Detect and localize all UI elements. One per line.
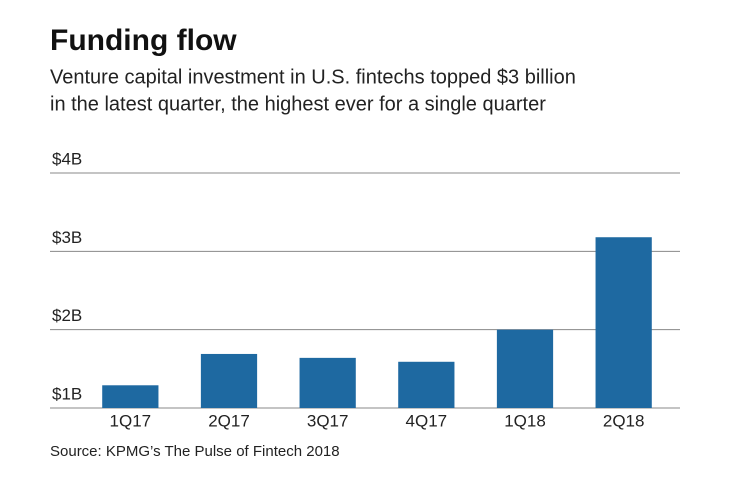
subtitle: Venture capital investment in U.S. finte… [50,66,576,88]
y-tick-label: $4B [52,149,82,168]
x-tick-label: 1Q17 [110,411,152,430]
y-tick-label: $2B [52,306,82,325]
x-tick-label: 1Q18 [504,411,546,430]
x-tick-label: 4Q17 [406,411,448,430]
bar [200,353,258,408]
x-tick-label: 3Q17 [307,411,349,430]
bar [595,237,652,408]
y-tick-label: $1B [52,384,82,403]
x-tick-label: 2Q17 [208,411,250,430]
chart-title: Funding flow [50,24,237,57]
subtitle: in the latest quarter, the highest ever … [50,93,546,115]
y-tick-label: $3B [52,228,82,247]
source: Source: KPMG’s The Pulse of Fintech 2018 [50,443,340,460]
bar [496,329,554,408]
bar [102,385,159,408]
x-tick-label: 2Q18 [603,411,645,430]
bar [299,357,356,408]
bar [398,361,455,408]
